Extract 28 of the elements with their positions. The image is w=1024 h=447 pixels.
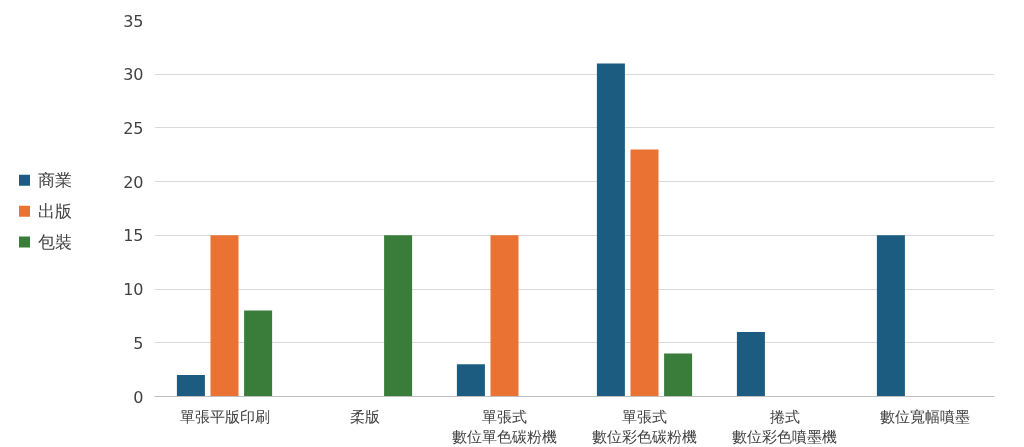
x-tick-label: 單張平版印刷 <box>179 407 270 425</box>
bar <box>456 364 485 397</box>
bar <box>384 235 413 397</box>
y-tick-label: 25 <box>123 118 144 138</box>
x-tick-label: 單張式數位單色碳粉機 <box>452 407 557 445</box>
legend-label: 包裝 <box>37 231 72 252</box>
y-tick-label: 15 <box>123 226 144 246</box>
bar <box>176 375 205 397</box>
bar <box>490 235 519 397</box>
x-tick-label: 捲式數位彩色噴墨機 <box>732 407 837 445</box>
bar <box>736 332 765 397</box>
bar <box>876 235 905 397</box>
bar <box>596 63 625 397</box>
x-tick-label: 單張式數位彩色碳粉機 <box>592 407 697 445</box>
bar <box>664 353 693 397</box>
x-tick-label: 數位寬幅噴墨 <box>879 407 970 425</box>
y-tick-label: 30 <box>123 65 144 85</box>
y-tick-label: 5 <box>133 333 144 353</box>
legend-label: 商業 <box>37 170 72 191</box>
x-tick-label: 柔版 <box>349 407 380 425</box>
y-tick-label: 10 <box>123 280 144 300</box>
y-tick-label: 0 <box>133 387 144 407</box>
bar <box>630 149 659 397</box>
y-tick-label: 20 <box>123 172 144 192</box>
bar <box>244 310 273 397</box>
legend-label: 出版 <box>37 201 72 222</box>
y-tick-label: 35 <box>123 11 144 31</box>
bar <box>210 235 239 397</box>
